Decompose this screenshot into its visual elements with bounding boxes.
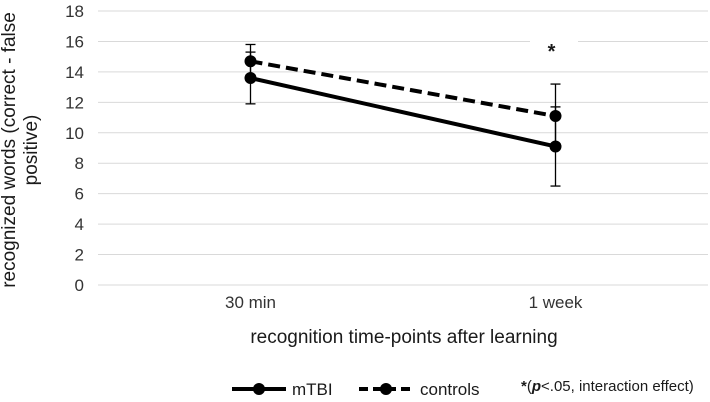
footnote-text: <.05, interaction effect) bbox=[541, 378, 694, 395]
x-tick-label: 30 min bbox=[225, 293, 276, 312]
gridlines bbox=[98, 10, 708, 286]
footnote-asterisk: * bbox=[521, 378, 527, 395]
y-tick-labels: 0 2 4 6 8 10 12 14 16 18 bbox=[65, 2, 84, 295]
data-point bbox=[244, 55, 257, 68]
legend-mtbi-marker bbox=[253, 383, 265, 395]
annotation-background bbox=[530, 34, 578, 58]
y-axis-title-line-1: recognized words (correct - false bbox=[0, 12, 20, 288]
series-line bbox=[250, 76, 556, 149]
legend-item-mtbi: mTBI bbox=[232, 380, 333, 399]
footnote-p: p bbox=[531, 378, 541, 395]
data-point bbox=[549, 110, 562, 123]
y-tick-label: 4 bbox=[75, 215, 84, 234]
legend-item-controls: controls bbox=[359, 380, 480, 399]
x-tick-label: 1 week bbox=[529, 293, 583, 312]
x-tick-labels: 30 min 1 week bbox=[225, 293, 583, 312]
legend-controls-label: controls bbox=[420, 380, 480, 399]
y-tick-label: 12 bbox=[65, 93, 84, 112]
y-axis-title-line-2: positive) bbox=[21, 115, 42, 186]
legend-mtbi-label: mTBI bbox=[292, 380, 333, 399]
series bbox=[244, 43, 562, 187]
significance-asterisk: * bbox=[548, 41, 556, 63]
y-tick-label: 6 bbox=[75, 185, 84, 204]
legend-controls-marker bbox=[380, 383, 392, 395]
y-tick-label: 8 bbox=[75, 154, 84, 173]
footnote: *(p<.05, interaction effect) bbox=[521, 378, 694, 395]
x-axis-title: recognition time-points after learning bbox=[250, 327, 557, 348]
y-tick-label: 2 bbox=[75, 246, 84, 265]
y-tick-label: 10 bbox=[65, 124, 84, 143]
y-tick-label: 0 bbox=[75, 276, 84, 295]
series-controls bbox=[244, 43, 562, 149]
footnote-open-paren: ( bbox=[527, 378, 532, 395]
y-tick-label: 14 bbox=[65, 63, 84, 82]
y-tick-label: 16 bbox=[65, 32, 84, 51]
series-line bbox=[250, 59, 556, 119]
y-tick-label: 18 bbox=[65, 2, 84, 21]
legend: mTBI controls bbox=[232, 380, 480, 399]
